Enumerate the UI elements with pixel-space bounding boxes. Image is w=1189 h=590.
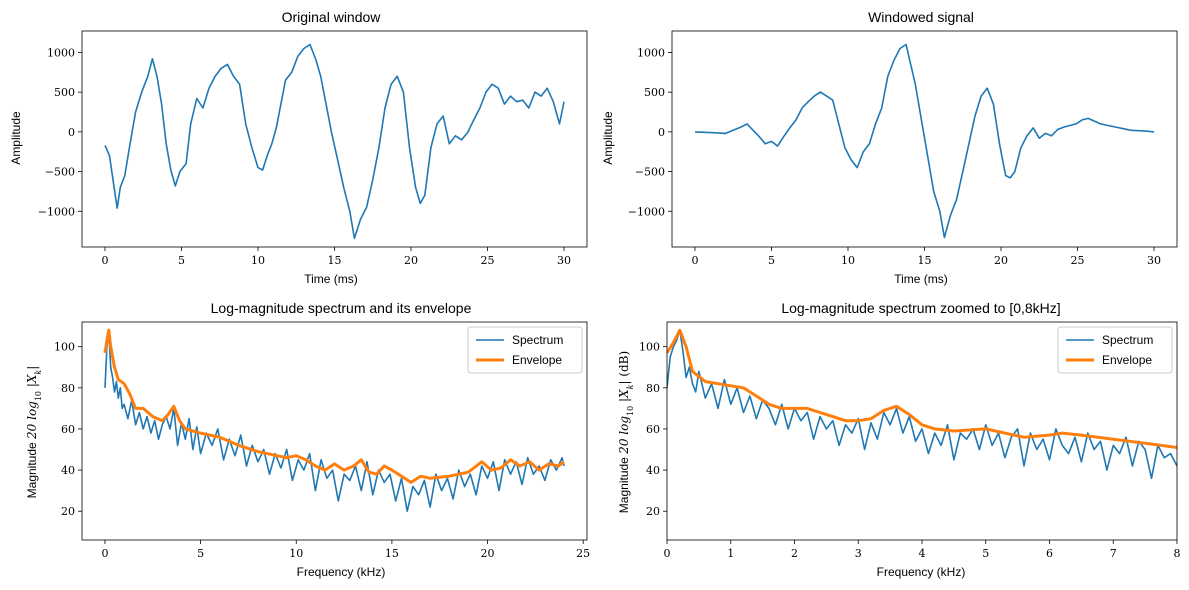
x-tick-label: 5 [178,254,185,267]
x-tick-label: 25 [481,254,495,267]
x-tick-label: 4 [919,547,926,560]
y-tick-label: 40 [646,464,660,477]
y-tick-label: 100 [54,341,75,354]
ylabel-spectrum-envelope: Magnitude 20 log10 |Xk| [25,366,43,499]
x-tick-label: 10 [841,254,855,267]
x-tick-label: 0 [101,254,108,267]
y-tick-label: 1000 [47,46,75,59]
ylabel-spectrum-zoomed: Magnitude 20 log10 |Xk| (dB) [617,351,635,513]
y-tick-label: −500 [45,166,75,179]
y-tick-label: 20 [646,505,660,518]
x-tick-label: 15 [918,254,932,267]
x-tick-label: 20 [994,254,1008,267]
axes-frame [81,321,588,541]
xlabel-windowed-signal: Time (ms) [894,272,948,286]
legend-label-envelope: Envelope [512,353,562,367]
x-tick-label: 25 [1071,254,1085,267]
ylabel-math3: | (dB) [617,351,631,385]
x-tick-label: 2 [791,547,798,560]
series-line-envelope [667,328,1177,449]
series-line-signal [104,43,565,240]
subplot-windowed-signal: Windowed signal Time (ms) Amplitude 0 5 10… [601,9,1178,286]
ylabel-original-window: Amplitude [9,111,23,165]
legend: Spectrum Envelope [467,326,583,374]
y-tick-label: 80 [646,382,660,395]
legend-label-spectrum: Spectrum [1102,333,1153,347]
x-tick-label: 30 [1147,254,1161,267]
y-tick-label: 80 [61,382,75,395]
y-tick-label: 20 [61,505,75,518]
x-tick-label: 15 [385,547,399,560]
xlabel-spectrum-envelope: Frequency (kHz) [297,565,386,579]
y-tick-label: 100 [639,341,660,354]
y-tick-label: 1000 [637,46,665,59]
xlabel-spectrum-zoomed: Frequency (kHz) [877,565,966,579]
axes-frame [81,30,588,248]
y-tick-label: 40 [61,464,75,477]
ylabel-math: 20 log [25,401,39,440]
x-tick-label: 8 [1174,547,1181,560]
legend: Spectrum Envelope [1057,326,1173,374]
y-tick-label: 0 [68,126,75,139]
x-tick-label: 5 [768,254,775,267]
x-tick-label: 3 [855,547,862,560]
x-tick-label: 0 [691,254,698,267]
ylabel-text: Magnitude [617,454,631,513]
subplot-spectrum-envelope: Log-magnitude spectrum and its envelope … [25,300,590,579]
x-tick-label: 30 [557,254,571,267]
series-line-spectrum [104,331,565,513]
x-tick-label: 0 [664,547,671,560]
y-tick-label: 500 [54,86,75,99]
y-tick-label: −500 [635,166,665,179]
legend-label-spectrum: Spectrum [512,333,563,347]
subplot-original-window: Original window Time (ms) Amplitude 0 5 10… [9,9,588,286]
series-line-signal [694,43,1155,239]
x-tick-label: 6 [1046,547,1053,560]
ylabel-sub: 10 [626,406,635,416]
title-spectrum-envelope: Log-magnitude spectrum and its envelope [211,300,472,316]
x-tick-label: 7 [1110,547,1117,560]
y-tick-label: −1000 [38,205,75,218]
x-tick-label: 5 [197,547,204,560]
x-tick-label: 10 [251,254,265,267]
series-line-envelope [103,328,565,484]
ylabel-windowed-signal: Amplitude [601,111,615,165]
x-tick-label: 15 [328,254,342,267]
y-tick-label: 500 [644,86,665,99]
y-tick-label: 60 [646,423,660,436]
title-windowed-signal: Windowed signal [868,9,974,25]
x-tick-label: 0 [101,547,108,560]
title-spectrum-zoomed: Log-magnitude spectrum zoomed to [0,8kHz… [781,300,1060,316]
ylabel-math: 20 log [617,416,631,455]
title-original-window: Original window [282,9,382,25]
x-tick-label: 20 [481,547,495,560]
y-tick-label: −1000 [628,205,665,218]
x-tick-label: 5 [982,547,989,560]
ylabel-sub2: k [34,370,43,375]
x-tick-label: 10 [289,547,303,560]
subplot-spectrum-zoomed: Log-magnitude spectrum zoomed to [0,8kHz… [617,300,1181,579]
x-tick-label: 1 [727,547,734,560]
xlabel-original-window: Time (ms) [304,272,358,286]
ylabel-sub: 10 [34,391,43,401]
ylabel-math3: | [25,366,39,370]
y-tick-label: 0 [658,126,665,139]
x-tick-label: 25 [576,547,590,560]
legend-label-envelope: Envelope [1102,353,1152,367]
ylabel-math2: |X [25,374,39,391]
ylabel-sub2: k [626,384,635,389]
y-tick-label: 60 [61,423,75,436]
ylabel-math2: |X [617,389,631,406]
x-tick-label: 20 [404,254,418,267]
ylabel-text: Magnitude [25,439,39,498]
